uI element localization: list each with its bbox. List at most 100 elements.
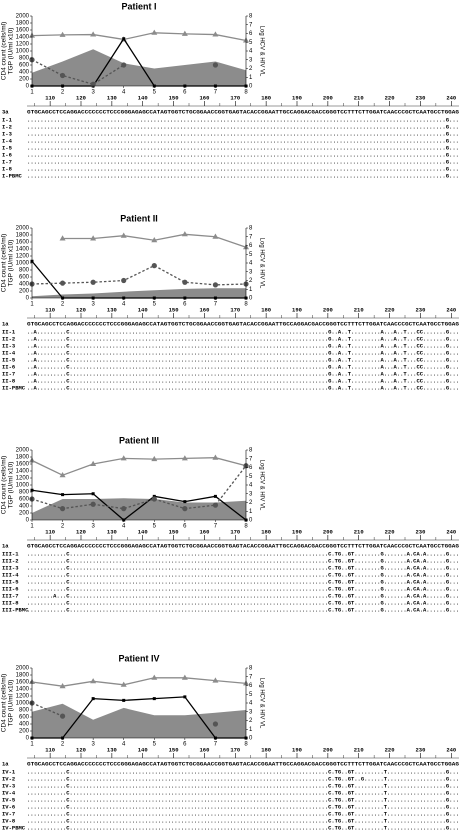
row-sequence: ..A.........C...........................… [27,370,459,377]
triangle-marker [151,674,158,680]
ruler-label: 210 [354,746,364,753]
ruler-label: 120 [76,528,86,535]
x-tick-label: 7 [214,302,218,308]
ruler-label: 210 [354,94,364,101]
row-sequence: ..A.........C...........................… [27,384,459,391]
triangle-marker [181,455,188,461]
y-tick-label: 400 [19,504,30,510]
row-sequence: ............C...........................… [27,782,459,789]
ruler-label: 170 [230,528,240,535]
x-tick-label: 3 [91,524,95,530]
reference-label: 1a [2,320,9,327]
ruler-label: 230 [415,306,425,313]
y-tick-label: 600 [19,715,30,721]
area [32,498,246,520]
square-marker [213,494,217,498]
x-tick-label: 8 [244,302,248,308]
square-marker [183,695,187,699]
y2-tick-label: 8 [249,14,253,20]
y-tick-label: 1600 [16,240,30,246]
ruler-label: 190 [292,746,302,753]
ruler-label: 180 [261,94,271,101]
y2-tick-label: 0 [249,84,253,90]
row-name: IV-3 [2,782,16,789]
row-sequence: ............C...........................… [27,585,459,592]
y-tick-label: 1000 [16,701,30,707]
ruler-label: 200 [323,94,333,101]
row-name: IV-6 [2,803,15,810]
row-sequence: ............C...........................… [27,564,459,571]
x-tick-label: 8 [244,524,248,530]
ruler-label: 150 [169,528,179,535]
triangle-marker [90,460,97,466]
triangle-marker [212,454,219,460]
circle-marker [182,506,188,512]
y-axis-label: CD4 count (cells/ml) [1,234,8,293]
y2-tick-label: 1 [249,727,253,733]
triangle-marker [212,677,219,683]
y2-tick-label: 4 [249,49,253,55]
square-marker [152,697,156,701]
x-tick-label: 1 [30,302,34,308]
ruler-label: 130 [107,306,117,313]
row-name: III-4 [2,571,19,578]
row-name: I-4 [2,137,13,144]
x-tick-label: 3 [91,742,95,748]
circle-marker [90,81,96,87]
y-tick-label: 800 [19,268,30,274]
row-sequence: ........................................… [27,130,459,137]
triangle-marker [151,29,158,35]
y2-tick-label: 5 [249,252,253,258]
series-line [31,489,247,521]
ruler-label: 110 [45,94,55,101]
chart-title: Patient III [119,435,159,445]
y-tick-label: 1600 [16,462,30,468]
row-name: I-1 [2,116,13,123]
row-name: IV-1 [2,768,16,775]
triangle-marker [151,455,158,462]
y2-tick-label: 3 [249,269,253,275]
y2-tick-label: 7 [249,234,253,240]
y-tick-label: 600 [19,497,30,503]
y2-tick-label: 8 [249,448,253,454]
row-name: III-PBMC [2,606,29,613]
ruler-label: 190 [292,306,302,313]
ruler-label: 140 [138,306,148,313]
triangle-marker [90,31,97,37]
row-sequence: ............C...........................… [27,550,459,557]
row-sequence: ..A.........C...........................… [27,363,459,370]
y2-tick-label: 3 [249,491,253,497]
ruler-label: 240 [446,746,456,753]
series-line [31,465,247,510]
row-sequence: ........................................… [27,158,459,165]
triangle-marker [90,678,97,684]
triangle-marker [59,235,66,241]
reference-sequence: GTGCAGCCTCCAGGACCCCCCCTCCCGGGAGAGCCATAGT… [27,108,460,115]
y-tick-label: 2000 [16,14,30,20]
y2-axis-label: Log HCV & HIV VL [258,678,264,729]
row-name: II-7 [2,370,15,377]
x-tick-label: 6 [183,524,187,530]
ruler-label: 170 [230,94,240,101]
y2-tick-label: 6 [249,243,253,249]
x-tick-label: 6 [183,302,187,308]
y2-tick-label: 8 [249,226,253,232]
circle-marker [121,277,127,284]
y2-axis-label: Log HCV & HIV VL [258,238,264,289]
ruler-label: 140 [138,528,148,535]
circle-marker [121,62,127,68]
x-tick-label: 2 [61,90,65,96]
row-name: I-PBMC [2,172,23,179]
row-sequence: ............C...........................… [27,775,459,782]
row-name: II-3 [2,342,16,349]
y-tick-label: 1200 [16,694,30,700]
row-name: IV-4 [2,789,16,796]
row-name: I-7 [2,158,12,165]
row-name: IV-8 [2,817,16,824]
ruler-label: 160 [199,528,209,535]
row-sequence: ........................................… [27,116,459,123]
triangle-marker [120,455,127,461]
ruler-label: 160 [199,94,209,101]
triangle-marker [59,31,66,37]
row-sequence: ........................................… [27,137,459,144]
